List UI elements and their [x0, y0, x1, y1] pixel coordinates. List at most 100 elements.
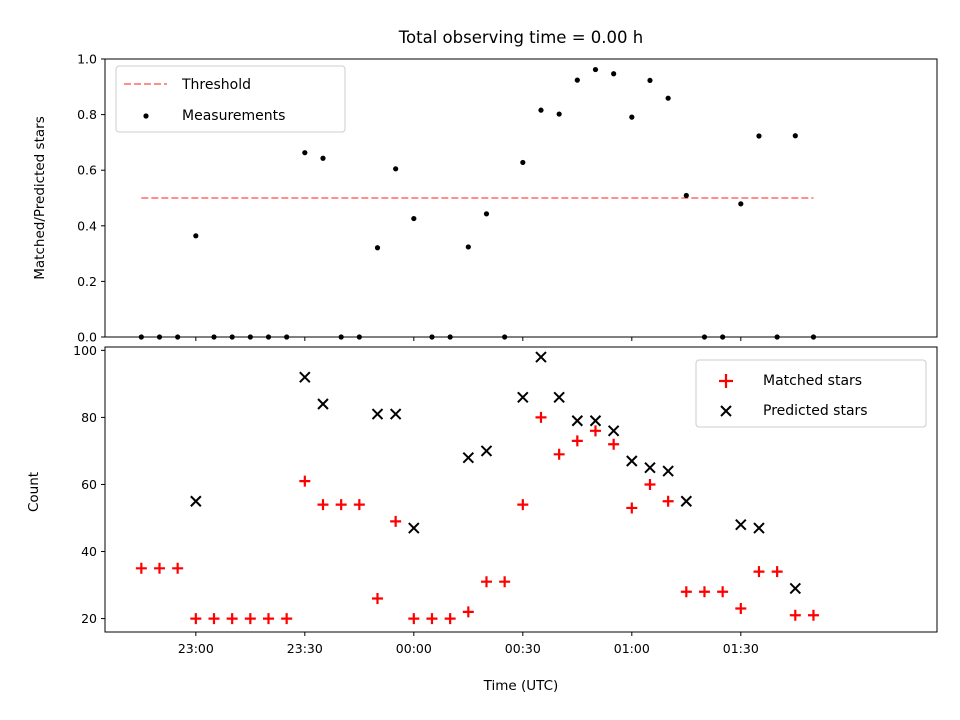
matched-stars-point — [281, 613, 293, 625]
bottom-marks — [135, 351, 819, 625]
top-y-tick-label: 0.0 — [77, 330, 97, 345]
measurement-point — [574, 77, 580, 83]
top-y-tick-label: 0.8 — [77, 107, 97, 122]
chart-title: Total observing time = 0.00 h — [398, 28, 643, 47]
matched-stars-point — [262, 613, 274, 625]
top-y-tick-label: 1.0 — [77, 52, 97, 67]
top-x-ticks — [195, 337, 742, 341]
measurement-point — [302, 150, 308, 156]
bottom-x-ticks: 23:00 23:30 00:00 00:30 01:00 01:30 — [178, 632, 759, 656]
matched-stars-point — [153, 562, 165, 574]
bottom-x-tick-label: 00:30 — [505, 641, 541, 656]
matched-stars-point — [717, 586, 729, 598]
matched-stars-point — [444, 613, 456, 625]
bottom-y-tick-label: 40 — [81, 544, 97, 559]
bottom-x-tick-label: 23:30 — [287, 641, 323, 656]
bottom-x-tick-label: 00:00 — [396, 641, 432, 656]
predicted-stars-point — [662, 465, 674, 477]
top-axes-frame — [104, 58, 938, 338]
bottom-legend: Matched stars Predicted stars — [695, 359, 927, 428]
measurement-point — [393, 166, 399, 172]
measurement-point — [611, 71, 617, 77]
matched-stars-point — [172, 562, 184, 574]
predicted-stars-point — [680, 495, 693, 507]
measurement-point — [193, 233, 199, 239]
top-y-tick-label: 0.6 — [77, 163, 97, 178]
measurement-point — [520, 159, 526, 166]
matched-stars-point — [335, 499, 347, 511]
legend-measurements-label: Measurements — [182, 108, 285, 124]
bottom-x-tick-label: 01:00 — [614, 641, 650, 656]
matched-stars-point — [317, 499, 329, 511]
predicted-stars-point — [371, 408, 384, 420]
measurement-point — [465, 244, 471, 250]
matched-stars-point — [208, 613, 220, 625]
bottom-x-tick-label: 01:30 — [723, 641, 759, 656]
predicted-stars-point — [317, 398, 329, 410]
legend-matched-label: Matched stars — [763, 373, 862, 389]
predicted-stars-point — [299, 371, 311, 383]
legend-predicted-marker — [720, 405, 732, 417]
matched-stars-point — [589, 425, 601, 437]
measurement-point — [556, 111, 562, 117]
predicted-stars-point — [644, 461, 656, 474]
matched-stars-point — [644, 478, 656, 490]
matched-stars-point — [535, 411, 547, 423]
predicted-stars-point — [607, 425, 620, 437]
matched-stars-point — [480, 576, 492, 588]
matched-stars-point — [517, 499, 529, 511]
legend-matched-marker — [719, 374, 733, 388]
measurement-point — [374, 245, 381, 251]
matched-stars-point — [353, 499, 365, 511]
top-panel: 0.0 0.2 0.4 0.6 0.8 1.0 Matched/Predicted sta… — [32, 52, 938, 345]
matched-stars-point — [735, 603, 747, 615]
matched-stars-point — [680, 586, 692, 598]
measurement-point — [592, 66, 599, 73]
matched-stars-point — [571, 435, 583, 447]
measurement-point — [683, 192, 689, 199]
bottom-y-ticks: 20 40 60 80 100 — [73, 343, 105, 626]
measurement-point — [647, 77, 653, 84]
bottom-y-tick-label: 60 — [81, 477, 97, 492]
top-legend: Threshold Measurements — [115, 65, 346, 133]
matched-stars-point — [608, 438, 620, 450]
predicted-stars-point — [190, 495, 202, 507]
matched-stars-point — [408, 613, 420, 625]
matched-stars-point — [426, 613, 438, 625]
legend-predicted-label: Predicted stars — [763, 403, 868, 419]
bottom-y-axis-label: Count — [26, 472, 42, 512]
x-axis-label: Time (UTC) — [483, 678, 559, 694]
matched-stars-point — [135, 562, 147, 574]
measurement-point — [738, 201, 744, 207]
matched-stars-point — [698, 586, 710, 598]
matched-stars-point — [499, 576, 511, 588]
bottom-y-tick-label: 100 — [73, 343, 97, 358]
measurement-point — [538, 107, 544, 113]
matched-stars-point — [226, 613, 238, 625]
bottom-y-tick-label: 20 — [81, 611, 97, 626]
bottom-axes-frame — [104, 346, 938, 633]
matched-stars-point — [662, 495, 674, 507]
top-y-tick-label: 0.4 — [77, 218, 97, 233]
predicted-stars-point — [389, 408, 402, 420]
predicted-stars-point — [480, 445, 493, 457]
matched-stars-point — [462, 606, 474, 618]
predicted-stars-point — [517, 391, 529, 404]
measurement-point — [756, 133, 762, 139]
predicted-stars-point — [753, 522, 765, 534]
matched-stars-point — [626, 502, 638, 514]
matched-stars-point — [244, 613, 256, 625]
predicted-stars-point — [626, 455, 638, 467]
top-y-ticks: 0.0 0.2 0.4 0.6 0.8 1.0 — [77, 52, 105, 345]
measurement-point — [320, 155, 326, 161]
measurement-point — [792, 133, 798, 139]
matched-stars-point — [371, 592, 383, 604]
measurement-point — [411, 215, 417, 222]
predicted-stars-point — [408, 522, 420, 534]
top-y-tick-label: 0.2 — [77, 274, 97, 289]
bottom-panel: 20 40 60 80 100 23:00 23:30 00:00 00:30 01:00 01:… — [26, 343, 938, 694]
matched-stars-point — [807, 609, 819, 621]
measurement-point — [665, 95, 671, 101]
matched-stars-point — [190, 613, 202, 625]
